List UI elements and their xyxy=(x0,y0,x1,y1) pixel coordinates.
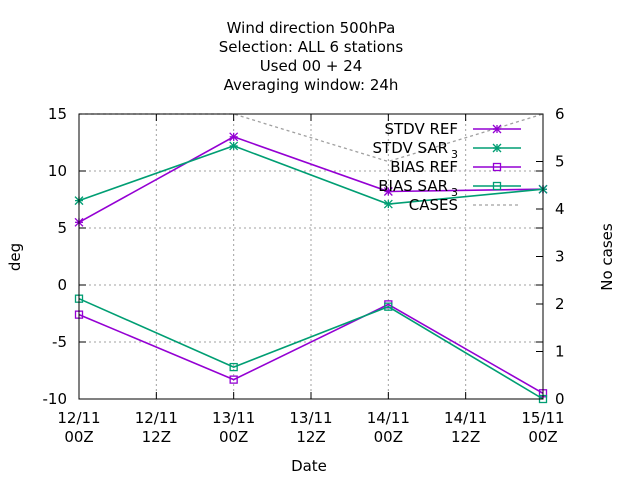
y2-axis-label: No cases xyxy=(598,223,616,291)
series-line xyxy=(78,145,544,205)
title-line-3: Used 00 + 24 xyxy=(260,57,363,75)
axes-layer: -10-5051015012345612/1100Z12/1112Z13/110… xyxy=(43,105,565,446)
y-tick-label: -10 xyxy=(43,390,68,408)
x-tick-label-time: 12Z xyxy=(296,428,325,446)
x-tick-label-time: 00Z xyxy=(64,428,93,446)
title-line-4: Averaging window: 24h xyxy=(224,76,399,94)
legend-label: CASES xyxy=(409,196,458,214)
x-tick-label: 15/11 xyxy=(521,409,564,427)
x-tick-label: 14/11 xyxy=(367,409,410,427)
x-tick-label: 12/11 xyxy=(57,409,100,427)
y-axis-label: deg xyxy=(6,243,24,271)
x-tick-label-time: 00Z xyxy=(528,428,557,446)
y2-tick-label: 0 xyxy=(555,390,565,408)
y2-tick-label: 6 xyxy=(555,105,565,123)
series-line xyxy=(78,297,544,400)
title-line-1: Wind direction 500hPa xyxy=(227,19,396,37)
x-tick-label-time: 12Z xyxy=(142,428,171,446)
y2-tick-label: 1 xyxy=(555,343,565,361)
data-point-star xyxy=(383,199,393,209)
series-line xyxy=(78,135,544,224)
series-line xyxy=(78,303,544,394)
y2-tick-label: 3 xyxy=(555,248,565,266)
series-layer xyxy=(74,113,548,404)
data-point-square xyxy=(384,302,393,311)
y-tick-label: 5 xyxy=(57,219,67,237)
legend-label: BIAS SAR 3 xyxy=(378,177,458,199)
y-tick-label: 0 xyxy=(57,276,67,294)
data-point-square xyxy=(229,375,238,384)
x-tick-label-time: 12Z xyxy=(451,428,480,446)
x-tick-label: 12/11 xyxy=(135,409,178,427)
legend-marker-star xyxy=(492,143,502,153)
series-line xyxy=(79,113,544,163)
y-tick-label: 15 xyxy=(48,105,67,123)
x-tick-label: 13/11 xyxy=(289,409,332,427)
title-line-2: Selection: ALL 6 stations xyxy=(219,38,404,56)
plot-frame xyxy=(78,113,544,400)
data-point-star xyxy=(383,187,393,196)
legend-label: STDV REF xyxy=(384,120,458,138)
y2-tick-label: 4 xyxy=(555,200,565,218)
y-tick-label: -5 xyxy=(52,333,67,351)
legend-marker-star xyxy=(492,124,502,134)
x-tick-label-time: 00Z xyxy=(219,428,248,446)
x-axis-label: Date xyxy=(291,457,327,475)
legend-marker-square xyxy=(492,162,502,172)
legend-label: STDV SAR 3 xyxy=(373,139,458,161)
x-tick-label: 14/11 xyxy=(444,409,487,427)
y2-tick-label: 2 xyxy=(555,295,565,313)
data-point-square xyxy=(229,362,238,372)
x-tick-label-time: 00Z xyxy=(374,428,403,446)
y-tick-label: 10 xyxy=(48,162,67,180)
data-point-star xyxy=(229,132,239,142)
data-point-star xyxy=(229,141,239,151)
grid xyxy=(78,113,544,400)
legend-label: BIAS REF xyxy=(390,158,458,176)
y2-tick-label: 5 xyxy=(555,153,565,171)
x-tick-label: 13/11 xyxy=(212,409,255,427)
legend-marker-square xyxy=(492,181,502,191)
